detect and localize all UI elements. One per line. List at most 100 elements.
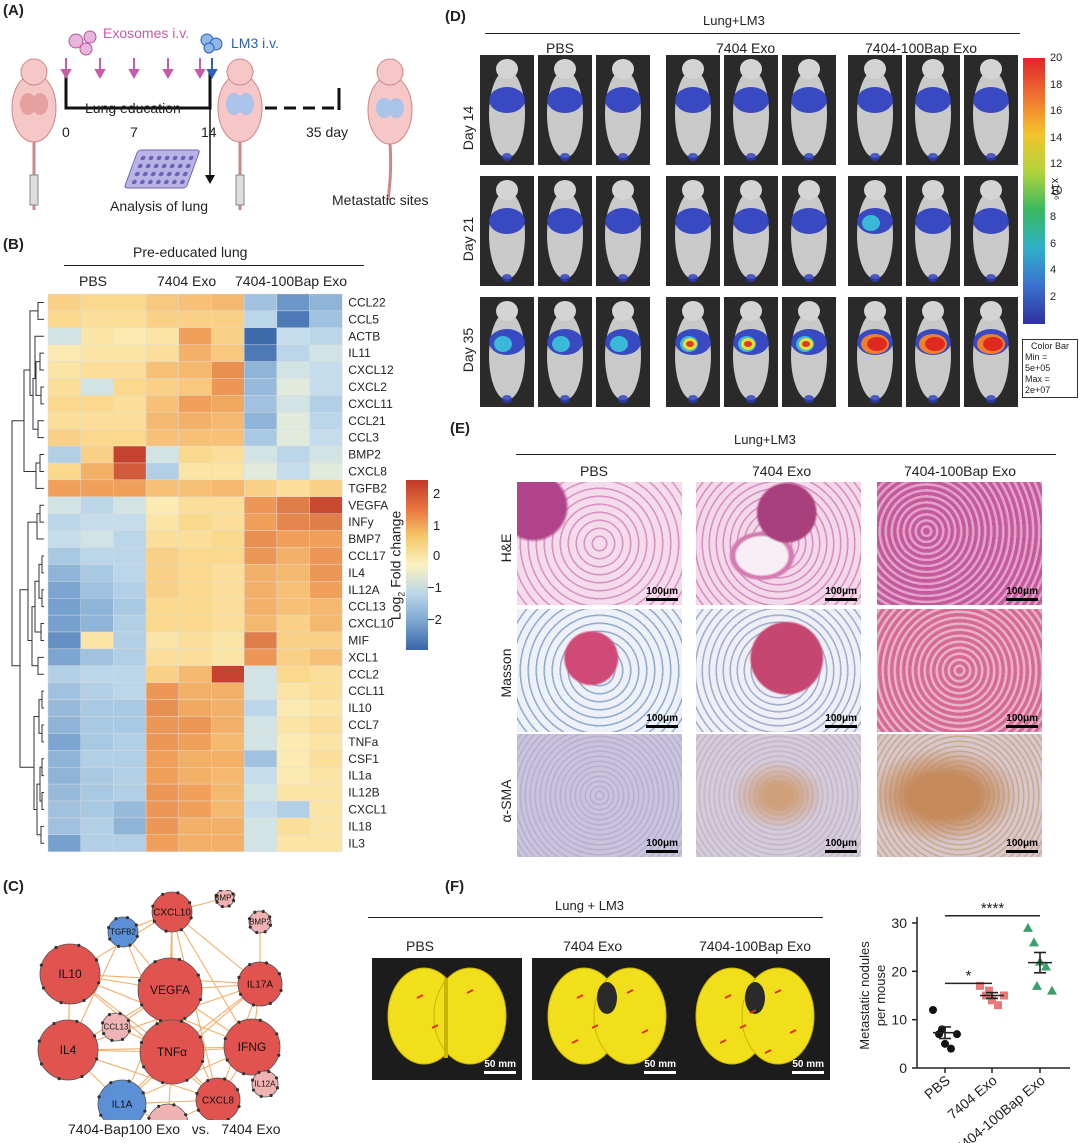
heatmap-cell — [309, 310, 343, 328]
network-node: IL17A — [237, 961, 283, 1007]
heatmap-cell — [211, 293, 245, 312]
heatmap-cell — [276, 834, 310, 852]
heatmap-cell — [47, 412, 81, 430]
heatmap-cell — [178, 310, 212, 328]
heatmap-cell — [145, 293, 180, 312]
heatmap-cell — [178, 496, 212, 514]
heatmap-row-label: MIF — [348, 634, 369, 648]
heatmap-cell — [178, 428, 212, 447]
heatmap-cell — [211, 750, 245, 768]
network-caption: 7404-Bap100 Exo vs. 7404 Exo — [68, 1121, 281, 1137]
data-point — [1029, 937, 1039, 947]
scale-bar: 100μm — [1006, 586, 1038, 601]
heatmap-cell — [178, 783, 212, 802]
scale-bar: 100μm — [825, 586, 857, 601]
heatmap-row-label: IL1a — [348, 769, 372, 783]
heatmap-row-label: BMP2 — [348, 448, 381, 462]
data-point — [1047, 985, 1057, 995]
scale-bar: 100μm — [825, 838, 857, 853]
heatmap-cell — [276, 428, 310, 447]
heatmap-cell — [47, 462, 81, 481]
heatmap-cell — [211, 614, 245, 633]
heatmap-cell — [211, 733, 245, 751]
heatmap-cell — [145, 682, 180, 700]
heatmap-cell — [47, 750, 81, 768]
mouse-image — [906, 176, 960, 286]
heatmap-cell — [113, 496, 147, 514]
heatmap-cell — [276, 564, 310, 582]
heatmap-cell — [113, 479, 147, 497]
heatmap-cell — [211, 310, 245, 328]
heatmap-cell — [309, 598, 343, 616]
panel-f-group-7404: 7404 Exo — [563, 938, 623, 954]
heatmap-cell — [276, 479, 310, 497]
heatmap-cell — [80, 564, 114, 582]
mean-sem-bar — [1028, 951, 1052, 974]
scatter-axes — [912, 917, 1070, 1073]
heatmap-cell — [47, 344, 81, 362]
heatmap-cell — [47, 547, 81, 565]
heatmap-cell — [113, 817, 147, 836]
heatmap-cell — [309, 378, 343, 396]
well-plate-icon — [124, 149, 200, 189]
legend-max: Max = 2e+07 — [1025, 374, 1051, 395]
mouse-image — [480, 55, 534, 165]
heatmap-cell — [243, 665, 278, 683]
heatmap-cell — [243, 581, 278, 599]
heatmap-cell — [211, 800, 245, 819]
timeline — [64, 73, 341, 184]
heatmap-cell — [309, 395, 343, 413]
heatmap-cell — [145, 598, 180, 616]
heatmap-cell — [47, 530, 81, 548]
heatmap-cell — [47, 496, 81, 514]
histology-image: 100μm — [696, 734, 861, 857]
heatmap-cell — [113, 598, 147, 616]
heatmap-dendrogram — [11, 301, 44, 844]
heatmap-cell — [80, 581, 114, 599]
mouse-image — [480, 176, 534, 286]
svg-text:IFNG: IFNG — [238, 1040, 267, 1054]
panel-e-group-bap: 7404-100Bap Exo — [904, 463, 1017, 479]
heatmap-cell — [309, 614, 343, 633]
mouse-image — [782, 176, 836, 286]
panel-e-title: Lung+LM3 — [734, 432, 796, 447]
histology-image: 100μm — [517, 609, 682, 732]
heatmap-cell — [243, 428, 278, 447]
heatmap-cell — [178, 479, 212, 497]
heatmap-cell — [113, 682, 147, 700]
lm3-injection-arrow — [206, 58, 218, 80]
heatmap-cell — [80, 834, 114, 852]
heatmap-cell — [80, 817, 114, 836]
heatmap-cell — [243, 648, 278, 666]
heatmap-cell — [47, 682, 81, 700]
scale-bar: 100μm — [646, 838, 678, 853]
heatmap-cell — [243, 733, 278, 751]
heatmap-cell — [178, 445, 212, 464]
heatmap-cell — [243, 817, 278, 836]
heatmap-row-label: CCL21 — [348, 414, 386, 428]
y-tick-label: 0 — [899, 1060, 907, 1076]
heatmap-cell — [47, 479, 81, 497]
biolum-legend: Color Bar Min = 5e+05 Max = 2e+07 — [1022, 339, 1078, 398]
heatmap-cell — [47, 327, 81, 345]
heatmap-title: Pre-educated lung — [133, 244, 248, 260]
heatmap: CCL22 CCL5 ACTB IL11 CXCL12 CXCL2 CXCL11 CCL21 C… — [11, 293, 394, 852]
heatmap-cell — [178, 530, 212, 548]
svg-text:CCL13: CCL13 — [104, 1023, 129, 1032]
heatmap-cell — [47, 293, 81, 312]
heatmap-cell — [178, 513, 212, 531]
heatmap-cell — [243, 513, 278, 531]
panel-e-group-pbs: PBS — [580, 463, 609, 479]
heatmap-cell — [178, 361, 212, 379]
heatmap-cell — [145, 462, 180, 481]
heatmap-cell — [145, 699, 180, 717]
heatmap-cell — [80, 598, 114, 616]
significance-label: **** — [981, 900, 1005, 917]
heatmap-cell — [309, 530, 343, 548]
scale-bar: 100μm — [1006, 838, 1038, 853]
heatmap-cell — [113, 783, 147, 802]
heatmap-cell — [243, 682, 278, 700]
scale-bar: 50 mm — [484, 1059, 516, 1074]
tick-7: 7 — [130, 124, 138, 140]
data-point — [976, 981, 984, 990]
